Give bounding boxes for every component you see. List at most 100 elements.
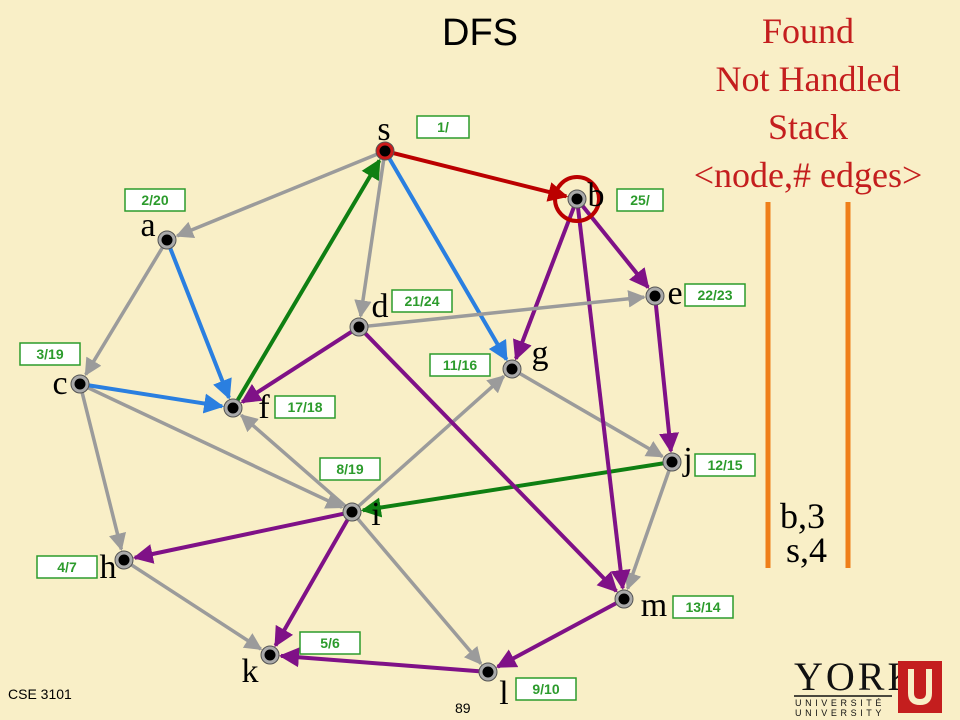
logo-wordmark: YORK — [794, 654, 919, 699]
time-label-j: 12/15 — [707, 457, 742, 473]
time-label-h: 4/7 — [57, 559, 77, 575]
edge-a-f — [168, 247, 232, 400]
node-label-h: h — [100, 549, 117, 586]
edge-b-e — [581, 204, 650, 289]
edge-a-c — [84, 246, 164, 377]
edge-i-h — [132, 511, 344, 564]
time-label-f: 17/18 — [287, 399, 322, 415]
edge-i-l — [356, 517, 483, 665]
node-label-d: d — [372, 288, 389, 325]
time-label-b: 25/ — [630, 192, 650, 208]
node-dot-core — [618, 593, 630, 605]
node-j: j 12/15 — [662, 441, 756, 478]
time-box-h — [36, 555, 98, 579]
node-d: d 21/24 — [349, 288, 453, 337]
node-label-c: c — [52, 365, 67, 402]
node-e: e 22/23 — [645, 275, 746, 312]
node-label-j: j — [682, 441, 692, 478]
node-label-k: k — [242, 653, 259, 690]
york-logo: YORK UNIVERSITÉ UNIVERSITY — [794, 654, 942, 718]
node-dot-core — [74, 378, 86, 390]
logo-emblem — [898, 661, 942, 713]
edge-layer — [80, 151, 679, 674]
time-box-m — [672, 595, 734, 619]
time-label-i: 8/19 — [336, 461, 363, 477]
edge-b-m — [576, 207, 631, 591]
edge-l-k — [278, 647, 480, 674]
node-label-l: l — [499, 675, 508, 712]
stack-panel: b,3 s,4 — [765, 202, 851, 570]
node-dot-core — [353, 321, 365, 333]
node-label-s: s — [377, 111, 390, 148]
logo-sub-fr: UNIVERSITÉ — [795, 698, 885, 708]
time-box-l — [515, 677, 577, 701]
legend-node-edges: <node,# edges> — [693, 155, 923, 195]
node-g: g 11/16 — [429, 335, 549, 379]
edge-s-a — [175, 152, 378, 238]
edge-g-j — [518, 372, 665, 458]
node-dot-core — [649, 290, 661, 302]
time-box-k — [299, 631, 361, 655]
time-box-e — [684, 283, 746, 307]
node-label-b: b — [588, 177, 605, 214]
time-label-a: 2/20 — [141, 192, 168, 208]
node-dot-core — [118, 554, 130, 566]
time-label-g: 11/16 — [443, 357, 477, 373]
time-label-c: 3/19 — [36, 346, 63, 362]
time-box-s — [416, 115, 470, 139]
legend-stack: Stack — [768, 107, 848, 147]
time-box-a — [124, 188, 186, 212]
edge-i-k — [273, 518, 350, 648]
time-box-b — [616, 188, 664, 212]
node-label-e: e — [667, 275, 682, 312]
slide-title: DFS — [442, 12, 518, 54]
time-box-g — [429, 353, 491, 377]
edge-i-g — [357, 375, 506, 508]
node-label-a: a — [140, 207, 155, 244]
time-box-j — [694, 453, 756, 477]
current-node-ring — [553, 175, 601, 223]
node-l: l 9/10 — [478, 662, 577, 712]
edge-c-f — [88, 383, 225, 414]
stack-item: b,3 — [780, 496, 825, 536]
node-dot-core — [482, 666, 494, 678]
time-box-d — [391, 289, 453, 313]
node-label-i: i — [371, 496, 380, 533]
edge-d-m — [363, 332, 618, 593]
node-a: a2/20 — [124, 188, 186, 250]
legend-not-handled: Not Handled — [715, 59, 901, 99]
logo-sub-en: UNIVERSITY — [795, 708, 885, 718]
node-dot-core — [346, 506, 358, 518]
edge-b-g — [513, 206, 576, 361]
time-label-l: 9/10 — [532, 681, 559, 697]
edge-s-g — [387, 157, 509, 362]
node-s: s 1/ — [375, 111, 470, 161]
node-dot-core — [264, 649, 276, 661]
edge-f-s — [235, 158, 382, 402]
edge-c-i — [87, 386, 344, 509]
time-box-i — [319, 457, 381, 481]
node-b: b 25/ — [553, 175, 664, 223]
node-f: f 17/18 — [223, 389, 336, 426]
node-h: h 4/7 — [36, 549, 134, 586]
node-label-g: g — [532, 335, 549, 372]
edge-s-b — [393, 151, 569, 202]
node-m: m 13/14 — [614, 587, 734, 624]
edge-m-l — [495, 601, 618, 669]
edge-c-h — [80, 392, 127, 552]
node-c: c 3/19 — [19, 342, 90, 402]
node-dot-core — [379, 145, 391, 157]
edge-e-j — [653, 304, 679, 454]
time-box-c — [19, 342, 81, 366]
time-label-s: 1/ — [437, 119, 449, 135]
edge-d-f — [240, 330, 353, 404]
time-label-e: 22/23 — [697, 287, 732, 303]
node-k: k 5/6 — [242, 631, 361, 690]
node-dot-core — [227, 402, 239, 414]
node-dot-core — [571, 193, 583, 205]
time-label-m: 13/14 — [685, 599, 720, 615]
legend-found: Found — [761, 11, 855, 51]
edge-d-e — [367, 290, 646, 328]
